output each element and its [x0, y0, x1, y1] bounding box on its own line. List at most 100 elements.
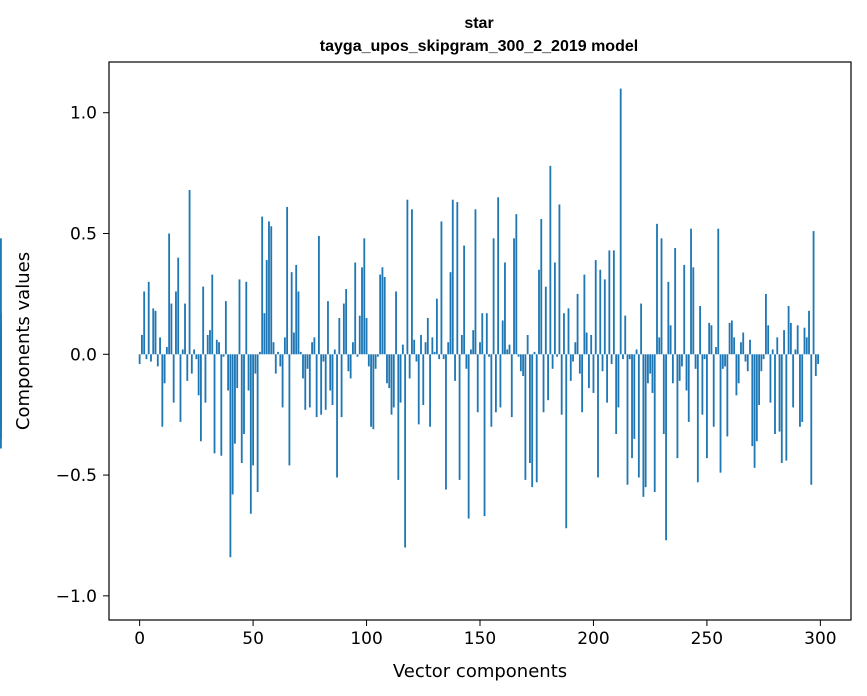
bar-12 [165, 347, 168, 355]
bar-107 [381, 267, 384, 355]
bar-195 [581, 354, 584, 413]
bar-219 [635, 349, 638, 355]
bar-256 [719, 354, 722, 473]
bar-214 [624, 315, 627, 355]
bar-147 [472, 330, 475, 355]
bar-215 [626, 354, 629, 485]
bar-98 [361, 267, 363, 355]
bar-125 [422, 354, 425, 406]
bar-254 [715, 347, 717, 355]
bar-114 [397, 354, 400, 480]
bar-258 [724, 354, 726, 367]
bar-119 [408, 354, 411, 379]
bar-85 [331, 354, 334, 406]
bar-245 [694, 354, 697, 369]
bar-158 [497, 197, 500, 355]
bar-218 [633, 354, 636, 439]
y-axis-label: Components values [13, 252, 34, 430]
bar-257 [721, 354, 724, 369]
bar-146 [470, 349, 472, 355]
bar-233 [667, 281, 670, 355]
bar-144 [465, 354, 468, 369]
bar-33 [213, 354, 216, 454]
y-tick-label-0: 0.0 [70, 345, 97, 365]
bar-211 [617, 354, 620, 408]
bar-231 [662, 354, 665, 434]
bar-123 [417, 354, 420, 425]
bar-263 [735, 354, 738, 396]
bar-139 [454, 354, 456, 381]
bar-207 [608, 250, 611, 355]
bar-145 [467, 354, 470, 519]
bar-51 [254, 354, 257, 374]
bar-28 [202, 286, 205, 355]
bar-286 [787, 305, 790, 355]
bar-271 [753, 354, 756, 468]
bar-285 [785, 354, 788, 461]
bar-71 [299, 351, 302, 355]
bar-73 [304, 354, 307, 410]
bar-50 [252, 354, 254, 466]
bar-22 [188, 190, 191, 355]
bar-129 [431, 337, 434, 355]
bar-210 [615, 354, 618, 434]
bar-213 [622, 354, 624, 360]
bar-59 [272, 342, 275, 355]
bar-148 [474, 209, 477, 355]
bar-175 [535, 354, 538, 483]
bar-20 [184, 303, 186, 355]
x-tick-label-150: 150 [464, 629, 496, 649]
bar-259 [726, 354, 729, 437]
bar-253 [712, 354, 715, 427]
bar-250 [706, 354, 708, 459]
bar-228 [656, 223, 658, 355]
bar-208 [610, 354, 613, 364]
bar-89 [340, 354, 343, 418]
bar-120 [411, 209, 413, 355]
bar-undefined [0, 354, 2, 372]
bar-267 [744, 354, 747, 362]
bar-135 [445, 354, 447, 490]
bar-110 [388, 354, 391, 389]
bar-81 [322, 354, 325, 362]
bar-278 [769, 354, 772, 403]
bar-82 [324, 354, 327, 410]
bar-182 [551, 354, 554, 369]
bar-293 [803, 327, 806, 355]
bar-157 [494, 354, 497, 413]
bar-3 [145, 354, 148, 360]
bar-69 [295, 264, 298, 355]
bar-197 [585, 332, 588, 355]
bar-100 [365, 318, 368, 355]
bar-40 [229, 354, 232, 558]
bar-266 [742, 332, 745, 355]
bar-224 [647, 354, 649, 384]
bar-48 [247, 354, 250, 391]
bar-150 [479, 342, 481, 355]
y-tick-label--0_5: −0.5 [56, 466, 97, 486]
bar-64 [283, 337, 286, 355]
bar-undefined [0, 313, 2, 355]
bar-196 [583, 274, 586, 355]
bar-206 [606, 354, 608, 403]
bar-95 [354, 262, 357, 355]
bar-74 [306, 354, 309, 369]
bar-87 [336, 354, 338, 478]
bar-108 [383, 276, 386, 355]
bar-272 [755, 354, 758, 442]
bar-35 [218, 342, 220, 355]
bar-244 [692, 267, 695, 355]
bar-126 [424, 342, 427, 355]
bar-67 [290, 272, 293, 355]
bar-289 [794, 349, 797, 355]
y-tick-label--1: −1.0 [56, 587, 97, 607]
bar-264 [737, 354, 740, 384]
bar-194 [578, 354, 581, 374]
bar-287 [789, 322, 792, 355]
bar-30 [206, 334, 209, 355]
bar-116 [401, 344, 404, 355]
bar-226 [651, 354, 654, 393]
bar-31 [209, 330, 211, 355]
bar-161 [504, 262, 506, 355]
bar-37 [222, 354, 225, 357]
